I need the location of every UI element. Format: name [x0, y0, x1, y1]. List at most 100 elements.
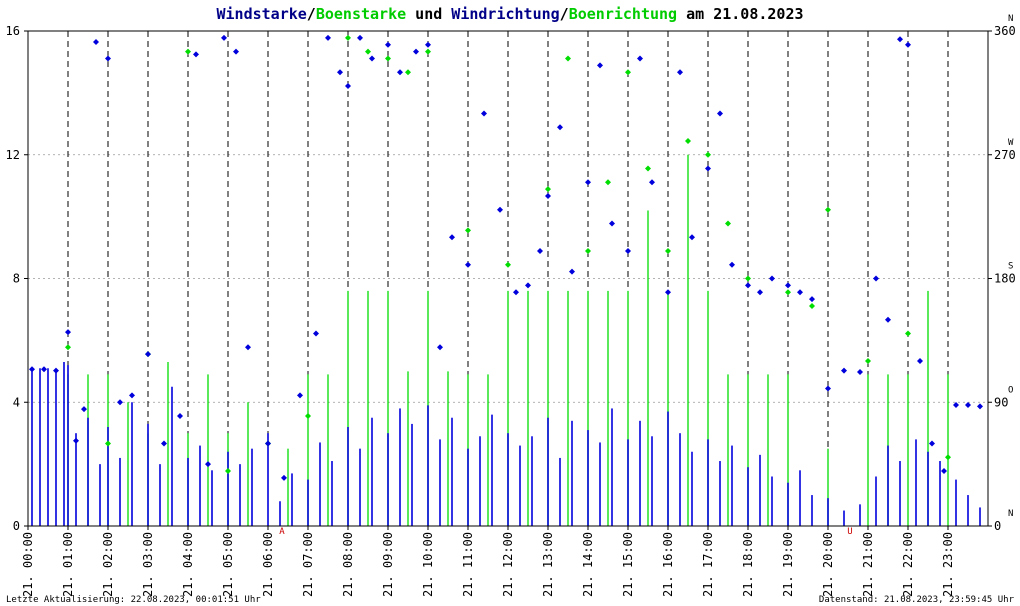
compass-label: S	[1008, 262, 1013, 272]
wind-direction-point	[873, 275, 879, 282]
gust-direction-point	[105, 440, 111, 447]
wind-direction-point	[437, 344, 443, 351]
gust-direction-point	[465, 227, 471, 234]
wind-direction-point	[337, 69, 343, 76]
title-mid: und	[406, 5, 451, 23]
x-tick-label: 21. 13:00	[541, 532, 555, 597]
wind-direction-point	[369, 55, 375, 62]
x-tick-label: 21. 04:00	[181, 532, 195, 597]
wind-direction-point	[677, 69, 683, 76]
wind-direction-point	[585, 179, 591, 186]
wind-direction-point	[481, 110, 487, 117]
gust-direction-point	[345, 34, 351, 41]
x-tick-label: 21. 00:00	[21, 532, 35, 597]
x-tick-label: 21. 23:00	[941, 532, 955, 597]
title-wind: Windstarke	[216, 5, 306, 23]
wind-direction-point	[297, 392, 303, 399]
event-marker: A	[279, 527, 285, 537]
wind-direction-point	[857, 369, 863, 375]
wind-direction-point	[885, 316, 891, 323]
wind-direction-point	[545, 193, 551, 199]
wind-direction-point	[689, 234, 695, 241]
gust-direction-point	[185, 48, 191, 55]
wind-direction-point	[245, 344, 251, 351]
wind-direction-point	[941, 468, 947, 474]
wind-direction-point	[385, 41, 391, 48]
wind-direction-point	[569, 268, 575, 275]
wind-direction-point	[449, 234, 455, 241]
y-left-tick-label: 4	[13, 395, 20, 409]
y-left-tick-label: 0	[13, 519, 20, 533]
wind-direction-point	[221, 34, 227, 41]
wind-direction-point	[325, 34, 331, 41]
wind-direction-point	[465, 261, 471, 268]
x-tick-label: 21. 16:00	[661, 532, 675, 597]
wind-direction-point	[841, 367, 847, 374]
wind-direction-point	[357, 34, 363, 41]
wind-direction-point	[145, 351, 151, 358]
wind-direction-point	[41, 366, 47, 373]
last-update-text: Letzte Aktualisierung: 22.08.2023, 00:01…	[6, 595, 261, 605]
gust-direction-point	[745, 275, 751, 282]
wind-direction-point	[953, 402, 959, 408]
wind-direction-point	[117, 399, 123, 406]
wind-direction-point	[729, 261, 735, 268]
wind-direction-point	[65, 329, 71, 336]
gust-direction-point	[785, 289, 791, 296]
wind-direction-point	[609, 220, 615, 227]
x-tick-label: 21. 14:00	[581, 532, 595, 597]
wind-direction-point	[73, 437, 79, 444]
wind-direction-point	[233, 48, 239, 55]
gust-direction-point	[625, 69, 631, 76]
wind-direction-point	[397, 69, 403, 76]
wind-direction-point	[161, 440, 167, 447]
gust-direction-point	[905, 330, 911, 337]
wind-direction-point	[625, 248, 631, 254]
title-date: am 21.08.2023	[677, 5, 803, 23]
wind-direction-point	[425, 41, 431, 48]
wind-direction-point	[93, 39, 99, 45]
direction-series	[29, 34, 983, 481]
wind-direction-point	[345, 83, 351, 89]
gust-direction-point	[945, 454, 951, 461]
gust-direction-point	[225, 468, 231, 474]
compass-label: O	[1008, 385, 1013, 395]
gust-direction-point	[565, 55, 571, 62]
wind-direction-point	[537, 248, 543, 254]
x-tick-label: 21. 19:00	[781, 532, 795, 597]
wind-direction-point	[905, 41, 911, 48]
y-right-tick-label: 0	[994, 519, 1001, 533]
title-gust: Boenstarke	[316, 5, 406, 23]
wind-direction-point	[717, 110, 723, 117]
wind-direction-point	[313, 330, 319, 337]
wind-direction-point	[649, 179, 655, 186]
wind-direction-point	[977, 403, 983, 410]
y-right-tick-label: 270	[994, 148, 1016, 162]
chart-title: Windstarke/Boenstarke und Windrichtung/B…	[216, 5, 803, 23]
gust-direction-point	[705, 151, 711, 158]
gust-direction-point	[685, 138, 691, 144]
compass-label: W	[1008, 138, 1014, 148]
wind-series	[31, 362, 981, 526]
gust-direction-point	[425, 48, 431, 55]
y-right-tick-label: 90	[994, 395, 1008, 409]
gust-direction-point	[809, 303, 815, 309]
gust-direction-point	[605, 179, 611, 186]
wind-direction-point	[757, 289, 763, 296]
x-tick-label: 21. 07:00	[301, 532, 315, 597]
x-tick-label: 21. 03:00	[141, 532, 155, 597]
gust-direction-point	[65, 344, 71, 351]
wind-direction-point	[965, 402, 971, 408]
title-gust-direction: Boenrichtung	[569, 5, 677, 23]
wind-direction-point	[929, 440, 935, 447]
x-tick-label: 21. 01:00	[61, 532, 75, 597]
gust-direction-point	[405, 69, 411, 76]
gust-direction-point	[825, 206, 831, 213]
wind-direction-point	[917, 358, 923, 364]
wind-direction-point	[497, 206, 503, 213]
title-sep-1: /	[307, 5, 316, 23]
wind-direction-point	[637, 55, 643, 62]
wind-direction-point	[745, 282, 751, 289]
wind-direction-point	[105, 55, 111, 62]
